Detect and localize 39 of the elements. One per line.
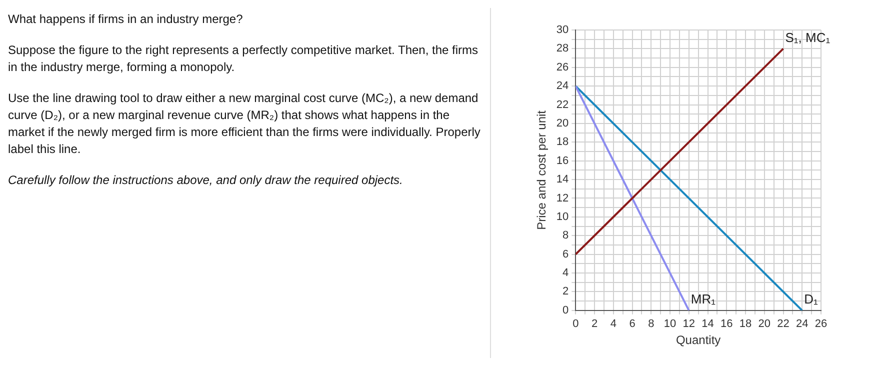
text: What happens if firms in an industry merge? (8, 12, 244, 26)
y-tick-label: 20 (556, 118, 569, 130)
text: Suppose the figure to the right represents a perfectly competitive market. Then, the firms in the industry merge, forming a monopoly. (8, 42, 480, 76)
y-tick-label: 10 (556, 210, 569, 223)
y-tick-label: 28 (556, 42, 569, 55)
series-label: S₁, MC₁ (785, 30, 831, 45)
y-tick-label: 12 (556, 192, 569, 204)
text: Use the line drawing tool to draw either a new marginal cost curve (MC₂), a new demand curve (D₂), or a new marginal revenue curve (MR₂) that shows what happens in the market if the newly merged firm is more efficient than the firms were individually. Properly label this line. (8, 90, 482, 158)
y-tick-label: 26 (556, 61, 569, 74)
text: Carefully follow the instructions above, and only draw the required objects. (8, 172, 404, 189)
x-tick-label: 4 (610, 318, 616, 330)
y-tick-label: 16 (556, 154, 569, 167)
x-tick-label: 10 (664, 318, 676, 330)
y-tick-label: 2 (562, 286, 569, 298)
x-tick-label: 14 (702, 318, 714, 330)
x-tick-label: 22 (777, 318, 790, 330)
y-tick-label: 8 (562, 230, 569, 242)
y-tick-label: 0 (562, 304, 569, 316)
x-tick-label: 6 (629, 318, 636, 330)
x-tick-label: 26 (814, 318, 828, 330)
y-tick-label: 4 (562, 267, 569, 280)
x-tick-label: 2 (591, 318, 598, 330)
y-tick-label: 6 (562, 248, 569, 260)
series-label: MR₁ (690, 291, 716, 306)
y-tick-label: 18 (556, 136, 569, 148)
y-tick-label: 22 (556, 98, 569, 111)
y-axis-title: Price and cost per unit (534, 110, 549, 230)
x-tick-label: 8 (648, 318, 654, 330)
x-tick-label: 24 (796, 318, 808, 330)
series-label: D₁ (804, 291, 819, 306)
y-tick-label: 30 (556, 24, 569, 36)
x-tick-label: 0 (572, 318, 579, 330)
x-tick-label: 16 (720, 318, 733, 330)
x-tick-label: 12 (682, 318, 696, 330)
x-axis-title: Quantity (676, 333, 721, 348)
y-tick-label: 14 (556, 174, 569, 186)
x-tick-label: 18 (739, 318, 752, 330)
x-tick-label: 20 (758, 318, 770, 330)
y-tick-label: 24 (556, 80, 569, 92)
